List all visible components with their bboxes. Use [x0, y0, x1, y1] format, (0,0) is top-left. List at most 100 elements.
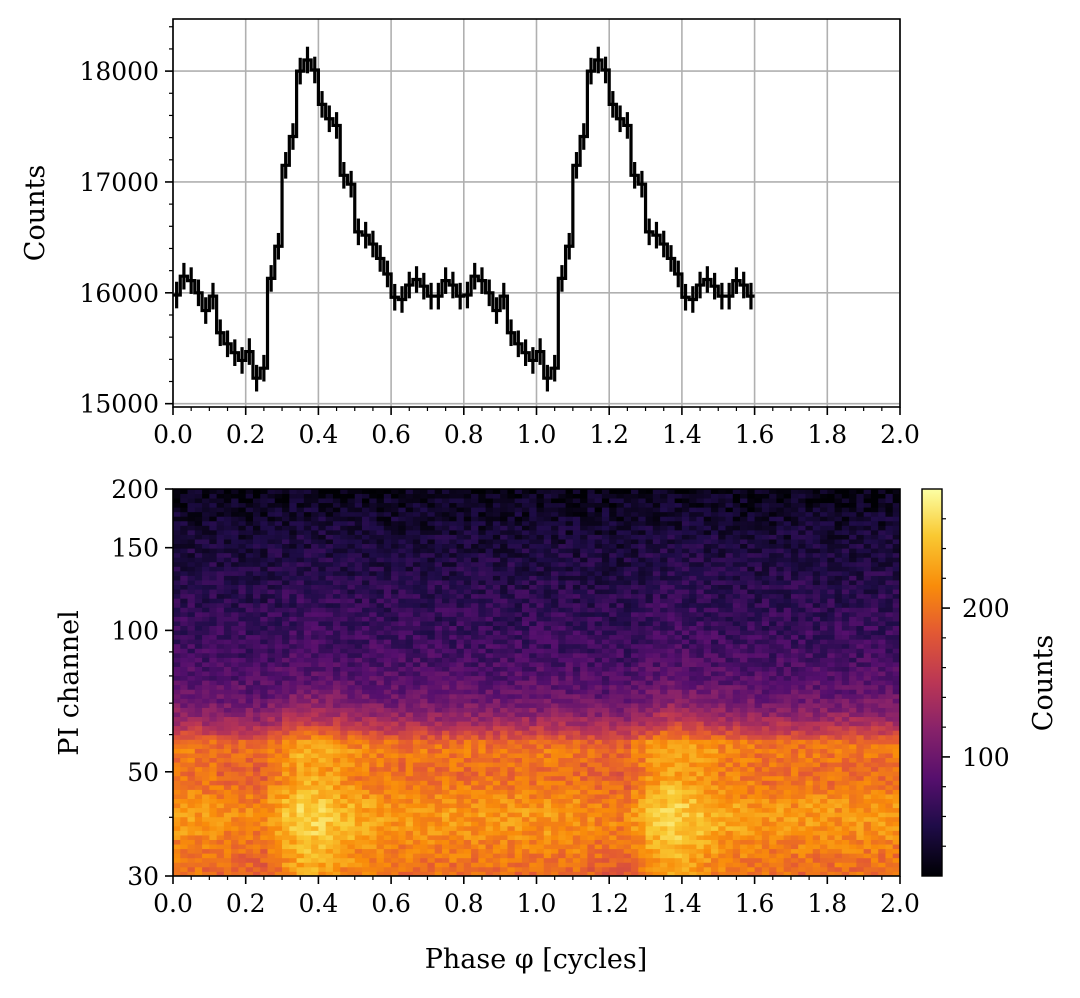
heatmap-cell — [885, 716, 894, 722]
heatmap-cell — [282, 666, 290, 672]
heatmap-cell — [173, 725, 181, 731]
heatmap-cell — [507, 844, 516, 850]
heatmap-cell — [638, 707, 646, 713]
heatmap-cell — [783, 684, 792, 690]
heatmap-cell — [485, 757, 494, 763]
heatmap-cell — [856, 657, 865, 663]
heatmap-cell — [296, 698, 305, 704]
heatmap-cell — [754, 762, 763, 768]
heatmap-cell — [441, 835, 450, 840]
heatmap-cell — [747, 789, 755, 795]
heatmap-cell — [863, 807, 872, 813]
heatmap-cell — [471, 794, 479, 799]
heatmap-cell — [710, 671, 719, 677]
heatmap-cell — [878, 848, 886, 854]
heatmap-cell — [296, 803, 305, 809]
heatmap-cell — [303, 866, 312, 872]
heatmap-cell — [318, 662, 327, 667]
heatmap-cell — [689, 698, 697, 704]
heatmap-cell — [260, 866, 268, 872]
heatmap-cell — [514, 739, 523, 745]
heatmap-cell — [674, 753, 683, 759]
heatmap-cell — [245, 652, 254, 658]
heatmap-cell — [870, 816, 879, 822]
heatmap-cell — [529, 830, 537, 836]
heatmap-cell — [187, 825, 196, 831]
heatmap-cell — [412, 862, 421, 868]
heatmap-cell — [449, 862, 457, 868]
heatmap-cell — [260, 780, 268, 786]
heatmap-cell — [820, 766, 828, 772]
heatmap-cell — [362, 812, 370, 818]
heatmap-cell — [849, 794, 857, 799]
heatmap-cell — [354, 716, 363, 722]
heatmap-cell — [827, 862, 835, 868]
heatmap-cell — [820, 794, 828, 799]
heatmap-cell — [318, 839, 327, 845]
heatmap-cell — [463, 693, 472, 699]
heatmap-cell — [362, 780, 370, 786]
heatmap-cell — [289, 730, 297, 736]
heatmap-cell — [725, 794, 734, 799]
heatmap-cell — [558, 675, 566, 681]
heatmap-cell — [565, 821, 574, 827]
heatmap-cell — [769, 780, 777, 786]
heatmap-cell — [783, 866, 792, 872]
heatmap-cell — [209, 666, 218, 672]
heatmap-cell — [223, 702, 232, 708]
heatmap-cell — [892, 662, 901, 667]
heatmap-cell — [194, 693, 203, 699]
heatmap-cell — [449, 675, 457, 681]
heatmap-cell — [718, 725, 726, 731]
heatmap-cell — [863, 725, 872, 731]
heatmap-cell — [740, 807, 748, 813]
heatmap-cell — [412, 830, 421, 836]
heatmap-cell — [354, 657, 363, 663]
heatmap-cell — [354, 712, 363, 718]
heatmap-cell — [587, 848, 596, 854]
heatmap-cell — [507, 825, 516, 831]
heatmap-cell — [405, 784, 414, 790]
heatmap-cell — [710, 762, 719, 768]
heatmap-cell — [478, 830, 487, 836]
heatmap-cell — [412, 689, 421, 695]
heatmap-cell — [245, 803, 254, 809]
heatmap-cell — [790, 666, 799, 672]
heatmap-cell — [863, 730, 872, 736]
heatmap-cell — [194, 816, 203, 822]
heatmap-cell — [638, 684, 646, 690]
heatmap-cell — [260, 757, 268, 763]
heatmap-cell — [274, 666, 283, 672]
heatmap-cell — [536, 757, 545, 763]
heatmap-cell — [173, 757, 181, 763]
heatmap-cell — [340, 762, 348, 768]
heatmap-cell — [863, 812, 872, 818]
heatmap-cell — [601, 821, 610, 827]
heatmap-cell — [841, 794, 850, 799]
heatmap-cell — [507, 775, 516, 781]
heatmap-cell — [652, 652, 661, 658]
heatmap-cell — [478, 844, 487, 850]
heatmap-cell — [412, 680, 421, 686]
heatmap-cell — [892, 835, 901, 840]
heatmap-cell — [856, 862, 865, 868]
heatmap-cell — [202, 812, 210, 818]
heatmap-cell — [747, 757, 755, 763]
heatmap-cell — [296, 762, 305, 768]
heatmap-cell — [674, 716, 683, 722]
heatmap-cell — [296, 871, 305, 877]
heatmap-cell — [412, 734, 421, 740]
heatmap-cell — [783, 730, 792, 736]
heatmap-cell — [645, 789, 654, 795]
heatmap-cell — [260, 698, 268, 704]
heatmap-cell — [812, 839, 821, 845]
heatmap-cell — [376, 830, 385, 836]
heatmap-cell — [827, 784, 835, 790]
heatmap-cell — [892, 707, 901, 713]
heatmap-cell — [878, 803, 886, 809]
heatmap-cell — [551, 871, 559, 877]
heatmap-cell — [173, 716, 181, 722]
heatmap-cell — [674, 766, 683, 772]
heatmap-cell — [536, 866, 545, 872]
heatmap-cell — [274, 684, 283, 690]
